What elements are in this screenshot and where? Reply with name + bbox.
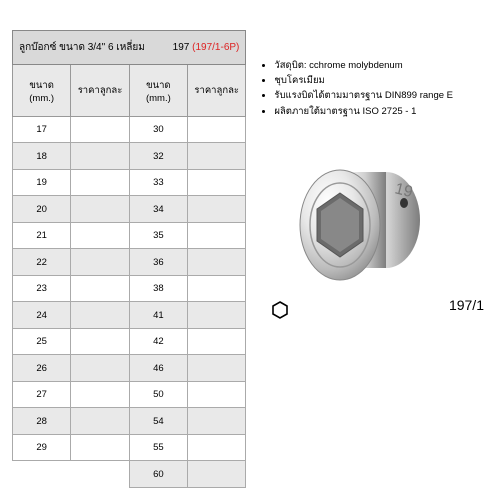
price-cell xyxy=(188,381,246,408)
size-cell: 22 xyxy=(13,249,71,276)
price-cell xyxy=(71,222,129,249)
table-row: 24 41 xyxy=(13,302,246,329)
price-cell xyxy=(188,408,246,435)
price-cell xyxy=(71,355,129,382)
table-row: 26 46 xyxy=(13,355,246,382)
table-row: 27 50 xyxy=(13,381,246,408)
price-cell xyxy=(71,328,129,355)
price-cell xyxy=(188,196,246,223)
price-cell xyxy=(188,169,246,196)
price-cell xyxy=(71,381,129,408)
table-row: 23 38 xyxy=(13,275,246,302)
size-cell: 27 xyxy=(13,381,71,408)
title-row: ลูกบ๊อกซ์ ขนาด 3/4" 6 เหลี่ยม 197 (197/1… xyxy=(13,31,246,65)
size-cell: 20 xyxy=(13,196,71,223)
price-cell xyxy=(71,434,129,461)
size-cell: 24 xyxy=(13,302,71,329)
size-cell: 46 xyxy=(129,355,187,382)
table-row: 1832 xyxy=(13,143,246,170)
table-row: 60 xyxy=(13,461,246,488)
bullet-item: วัสดุบิต: cchrome molybdenum xyxy=(274,58,488,73)
price-cell xyxy=(71,302,129,329)
header-row: ขนาด (mm.) ราคาลูกละ ขนาด (mm.) ราคาลูกล… xyxy=(13,65,246,116)
size-cell: 28 xyxy=(13,408,71,435)
hexagon-icon xyxy=(270,300,290,320)
price-cell xyxy=(188,222,246,249)
size-cell: 34 xyxy=(129,196,187,223)
table-row: 28 54 xyxy=(13,408,246,435)
table-row: 1730 xyxy=(13,116,246,143)
tables-container: ลูกบ๊อกซ์ ขนาด 3/4" 6 เหลี่ยม 197 (197/1… xyxy=(12,30,246,488)
product-variant-code: 197/1 xyxy=(449,297,484,313)
size-cell: 38 xyxy=(129,275,187,302)
table-row: 21 35 xyxy=(13,222,246,249)
price-cell xyxy=(188,249,246,276)
size-cell: 18 xyxy=(13,143,71,170)
size-cell: 25 xyxy=(13,328,71,355)
product-code-num: 197 xyxy=(173,42,190,53)
size-cell: 29 xyxy=(13,434,71,461)
price-cell xyxy=(188,302,246,329)
size-cell: 60 xyxy=(129,461,187,488)
size-cell: 35 xyxy=(129,222,187,249)
size-cell: 36 xyxy=(129,249,187,276)
bullet-item: ชุบโครเมียม xyxy=(274,73,488,88)
spec-bullets: วัสดุบิต: cchrome molybdenum ชุบโครเมียม… xyxy=(260,58,488,119)
col-price-header-2: ราคาลูกละ xyxy=(188,65,246,116)
size-cell: 19 xyxy=(13,169,71,196)
size-cell: 17 xyxy=(13,116,71,143)
price-cell xyxy=(71,116,129,143)
size-cell: 21 xyxy=(13,222,71,249)
product-image-area: 19 197/1 xyxy=(260,155,488,325)
price-cell xyxy=(71,196,129,223)
price-cell xyxy=(188,434,246,461)
size-cell: 32 xyxy=(129,143,187,170)
product-code-red: (197/1-6P) xyxy=(192,42,239,53)
size-cell: 50 xyxy=(129,381,187,408)
col-size-header-2: ขนาด (mm.) xyxy=(129,65,187,116)
price-cell xyxy=(71,249,129,276)
price-cell xyxy=(188,328,246,355)
col-size-header-1: ขนาด (mm.) xyxy=(13,65,71,116)
size-cell: 30 xyxy=(129,116,187,143)
table-row: 22 36 xyxy=(13,249,246,276)
size-cell: 42 xyxy=(129,328,187,355)
size-cell: 55 xyxy=(129,434,187,461)
size-cell: 26 xyxy=(13,355,71,382)
price-cell xyxy=(71,275,129,302)
bullet-item: รับแรงบิดได้ตามมาตรฐาน DIN899 range E xyxy=(274,88,488,103)
price-cell xyxy=(71,461,129,488)
price-cell xyxy=(71,408,129,435)
right-panel: วัสดุบิต: cchrome molybdenum ชุบโครเมียม… xyxy=(254,30,488,488)
table-row: 2034 xyxy=(13,196,246,223)
price-cell xyxy=(71,169,129,196)
size-cell: 41 xyxy=(129,302,187,329)
price-cell xyxy=(188,143,246,170)
table-row: 1933 xyxy=(13,169,246,196)
price-cell xyxy=(188,355,246,382)
price-cell xyxy=(188,116,246,143)
table-row: 29 55 xyxy=(13,434,246,461)
price-cell xyxy=(188,275,246,302)
price-cell xyxy=(188,461,246,488)
size-cell: 33 xyxy=(129,169,187,196)
socket-illustration: 19 xyxy=(290,165,430,295)
size-cell xyxy=(13,461,71,488)
table-row: 25 42 xyxy=(13,328,246,355)
bullet-item: ผลิตภายใต้มาตรฐาน ISO 2725 - 1 xyxy=(274,104,488,119)
size-table-left: ลูกบ๊อกซ์ ขนาด 3/4" 6 เหลี่ยม 197 (197/1… xyxy=(12,30,246,488)
col-price-header-1: ราคาลูกละ xyxy=(71,65,129,116)
size-cell: 23 xyxy=(13,275,71,302)
size-cell: 54 xyxy=(129,408,187,435)
price-cell xyxy=(71,143,129,170)
product-title: ลูกบ๊อกซ์ ขนาด 3/4" 6 เหลี่ยม xyxy=(19,42,145,53)
